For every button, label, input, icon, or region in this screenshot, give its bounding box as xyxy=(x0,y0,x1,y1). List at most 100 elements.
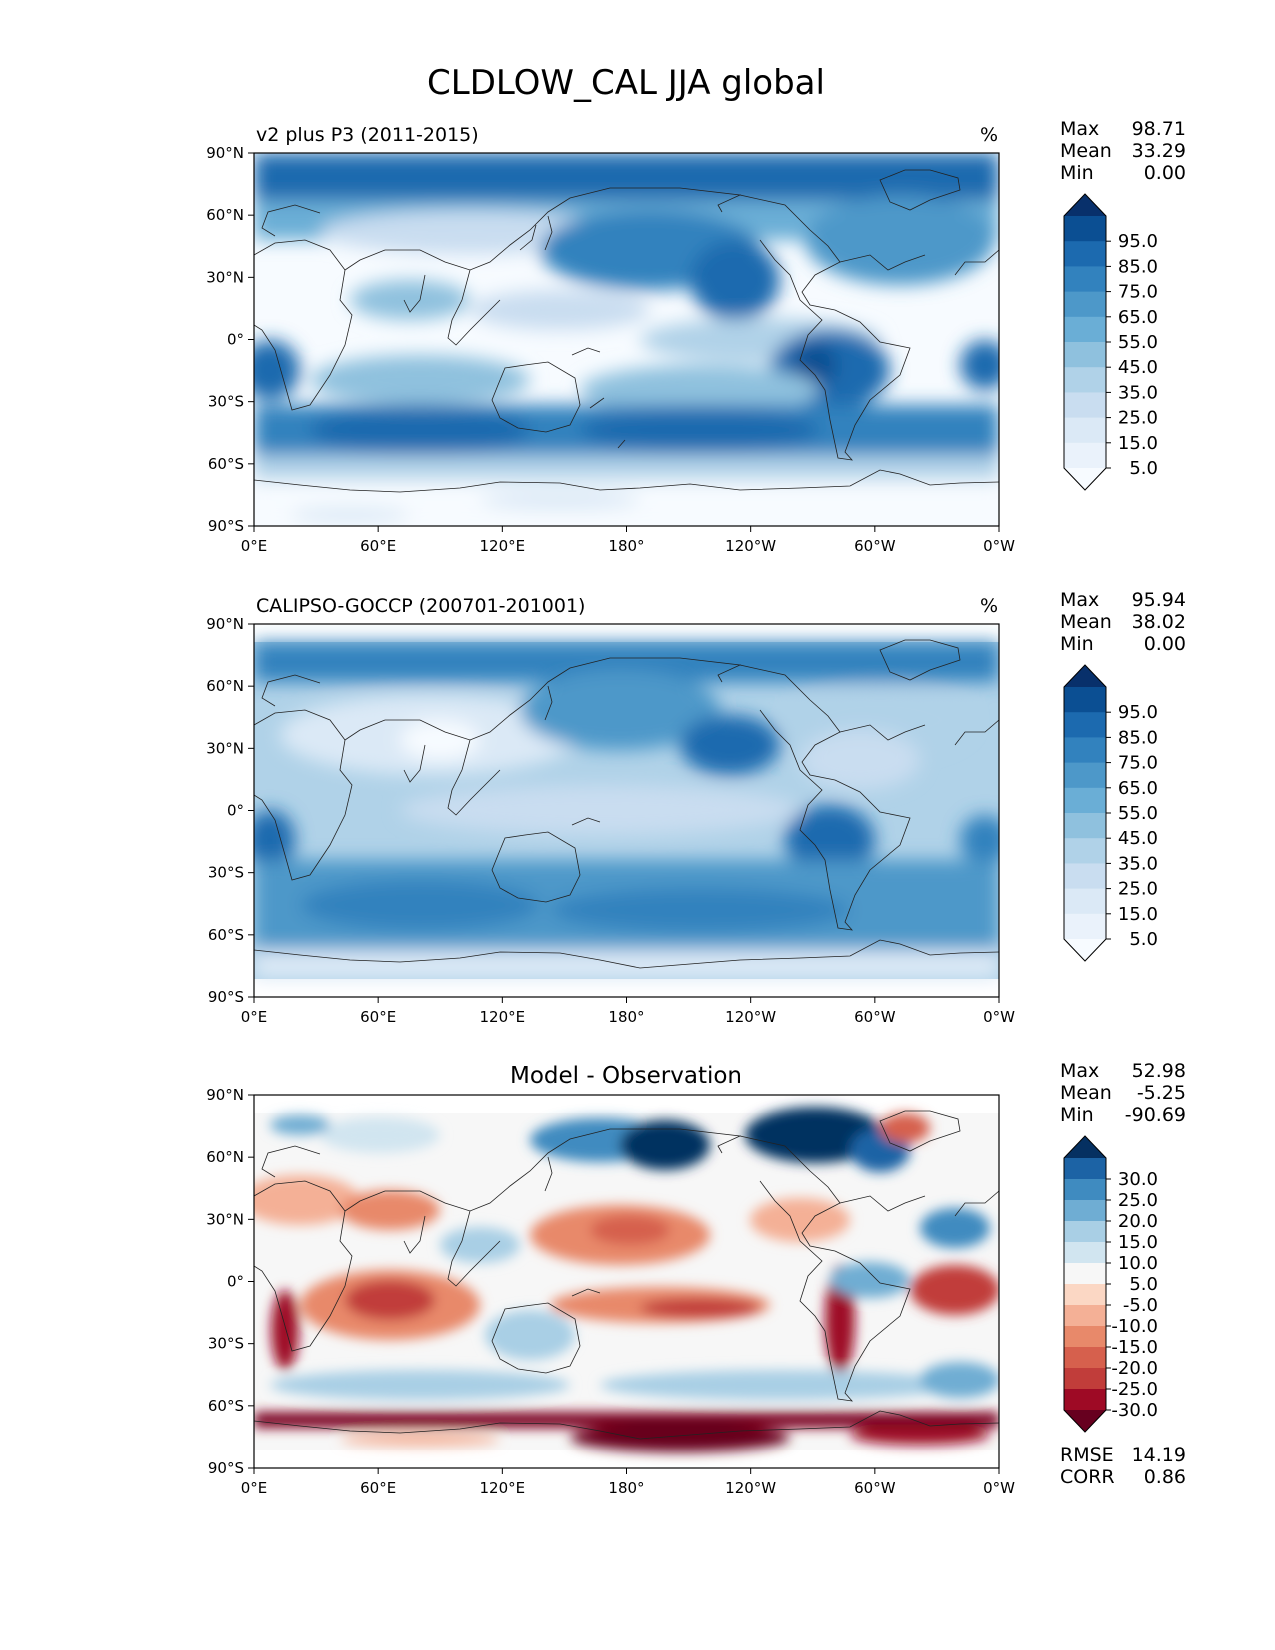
colorbar-label: 5.0 xyxy=(1129,929,1158,950)
x-tick-label: 120°W xyxy=(725,1479,776,1497)
stat-value: 14.19 xyxy=(1132,1444,1186,1466)
stat-value: -5.25 xyxy=(1137,1082,1186,1104)
colorbar-label: 55.0 xyxy=(1118,332,1158,353)
colorbar-model: 95.0 85.0 75.0 65.0 55.0 45.0 35.0 25.0 15.0 5.0 xyxy=(1063,193,1158,491)
y-tick-label: 0° xyxy=(227,802,244,820)
x-tick-label: 60°W xyxy=(854,1479,896,1497)
y-tick-label: 30°S xyxy=(208,864,244,882)
colorbar-label: 20.0 xyxy=(1118,1211,1158,1232)
y-tick-label: 90°S xyxy=(208,1459,244,1477)
stat-label: Min xyxy=(1060,1104,1094,1126)
colorbar-segment xyxy=(1064,442,1106,469)
y-tick-label: 90°N xyxy=(206,615,244,633)
y-tick-label: 60°S xyxy=(208,1397,244,1415)
y-tick-label: 60°N xyxy=(206,1148,244,1166)
stat-label: Max xyxy=(1060,118,1099,140)
colorbar-extension-min xyxy=(1064,468,1106,490)
stat-value: 0.00 xyxy=(1144,633,1186,655)
y-tick-label: 0° xyxy=(227,331,244,349)
x-tick-label: 0°E xyxy=(241,1008,268,1026)
stat-label: Max xyxy=(1060,1060,1099,1082)
colorbar-segment xyxy=(1064,266,1106,293)
colorbar-label: 25.0 xyxy=(1118,408,1158,429)
y-tick-label: 0° xyxy=(227,1273,244,1291)
colorbar-label: -15.0 xyxy=(1111,1337,1158,1358)
x-tick-label: 0°W xyxy=(983,1008,1015,1026)
stat-label: Mean xyxy=(1060,140,1112,162)
y-axis-diff: 90°N 60°N 30°N 0° 30°S 60°S 90°S xyxy=(206,1086,254,1477)
x-tick-label: 120°W xyxy=(725,1008,776,1026)
colorbar-label: 15.0 xyxy=(1118,433,1158,454)
colorbar-label: 75.0 xyxy=(1118,282,1158,303)
y-tick-label: 90°N xyxy=(206,1086,244,1104)
colorbar-segment xyxy=(1064,1179,1106,1201)
y-axis-obs: 90°N 60°N 30°N 0° 30°S 60°S 90°S xyxy=(206,615,254,1006)
x-tick-label: 120°W xyxy=(725,537,776,555)
map-model xyxy=(254,153,999,526)
x-tick-label: 120°E xyxy=(480,537,526,555)
y-tick-label: 30°S xyxy=(208,393,244,411)
panel-title-diff: Model - Observation xyxy=(510,1063,742,1089)
y-tick-label: 90°S xyxy=(208,988,244,1006)
panel-title-model: v2 plus P3 (2011-2015) xyxy=(256,124,479,146)
x-tick-label: 60°E xyxy=(360,1008,396,1026)
y-tick-label: 60°N xyxy=(206,677,244,695)
colorbar-segment xyxy=(1064,216,1106,242)
colorbar-extension-max xyxy=(1064,1136,1106,1158)
colorbar-segment xyxy=(1064,737,1106,764)
x-tick-label: 0°E xyxy=(241,537,268,555)
map-obs xyxy=(254,624,999,997)
colorbar-segment xyxy=(1064,712,1106,738)
stat-value: 98.71 xyxy=(1132,118,1186,140)
colorbar-label: 75.0 xyxy=(1118,753,1158,774)
colorbar-diff: 30.025.020.015.010.05.0-5.0-10.0-15.0-20… xyxy=(1063,1135,1158,1433)
colorbar-segment xyxy=(1064,1200,1106,1222)
colorbar-extension-min xyxy=(1064,939,1106,961)
x-tick-label: 0°E xyxy=(241,1479,268,1497)
colorbar-label: 5.0 xyxy=(1129,1274,1158,1295)
colorbar-label: -20.0 xyxy=(1111,1358,1158,1379)
colorbar-label: 85.0 xyxy=(1118,256,1158,277)
colorbar-segment xyxy=(1064,1389,1106,1411)
x-tick-label: 60°W xyxy=(854,537,896,555)
colorbar-label: 25.0 xyxy=(1118,1190,1158,1211)
colorbar-segment xyxy=(1064,838,1106,864)
stat-value: 0.00 xyxy=(1144,162,1186,184)
y-tick-label: 90°S xyxy=(208,517,244,535)
stat-value: 38.02 xyxy=(1132,611,1186,633)
colorbar-label: 35.0 xyxy=(1118,382,1158,403)
y-tick-label: 30°N xyxy=(206,1210,244,1228)
colorbar-label: 45.0 xyxy=(1118,828,1158,849)
x-tick-label: 180° xyxy=(608,1008,644,1026)
x-tick-label: 60°E xyxy=(360,537,396,555)
colorbar-segment xyxy=(1064,913,1106,940)
stat-label: Mean xyxy=(1060,1082,1112,1104)
colorbar-segment xyxy=(1064,316,1106,343)
colorbar-label: 65.0 xyxy=(1118,778,1158,799)
colorbar-segment xyxy=(1064,392,1106,419)
colorbar-label: -25.0 xyxy=(1111,1379,1158,1400)
stat-label: Min xyxy=(1060,633,1094,655)
colorbar-segment xyxy=(1064,1347,1106,1369)
x-axis-obs: 0°E 60°E 120°E 180° 120°W 60°W 0°W xyxy=(241,997,1015,1026)
colorbar-label: 95.0 xyxy=(1118,702,1158,723)
colorbar-label: 15.0 xyxy=(1118,904,1158,925)
figure-title: CLDLOW_CAL JJA global xyxy=(427,63,825,103)
panel-title-obs: CALIPSO-GOCCP (200701-201001) xyxy=(256,595,585,617)
y-tick-label: 30°S xyxy=(208,1335,244,1353)
panel-model: v2 plus P3 (2011-2015) % xyxy=(206,118,1186,555)
x-axis-diff: 0°E 60°E 120°E 180° 120°W 60°W 0°W xyxy=(241,1468,1015,1497)
y-tick-label: 30°N xyxy=(206,268,244,286)
colorbar-segment xyxy=(1064,367,1106,393)
stat-value: 95.94 xyxy=(1132,589,1186,611)
colorbar-segment xyxy=(1064,1263,1106,1285)
y-tick-label: 60°N xyxy=(206,206,244,224)
panel-units-model: % xyxy=(980,124,998,146)
colorbar-segment xyxy=(1064,863,1106,890)
colorbar-extension-max xyxy=(1064,194,1106,216)
x-tick-label: 60°W xyxy=(854,1008,896,1026)
panel-obs: CALIPSO-GOCCP (200701-201001) % xyxy=(206,589,1186,1026)
y-tick-label: 30°N xyxy=(206,739,244,757)
colorbar-segment xyxy=(1064,342,1106,368)
colorbar-segment xyxy=(1064,1158,1106,1180)
